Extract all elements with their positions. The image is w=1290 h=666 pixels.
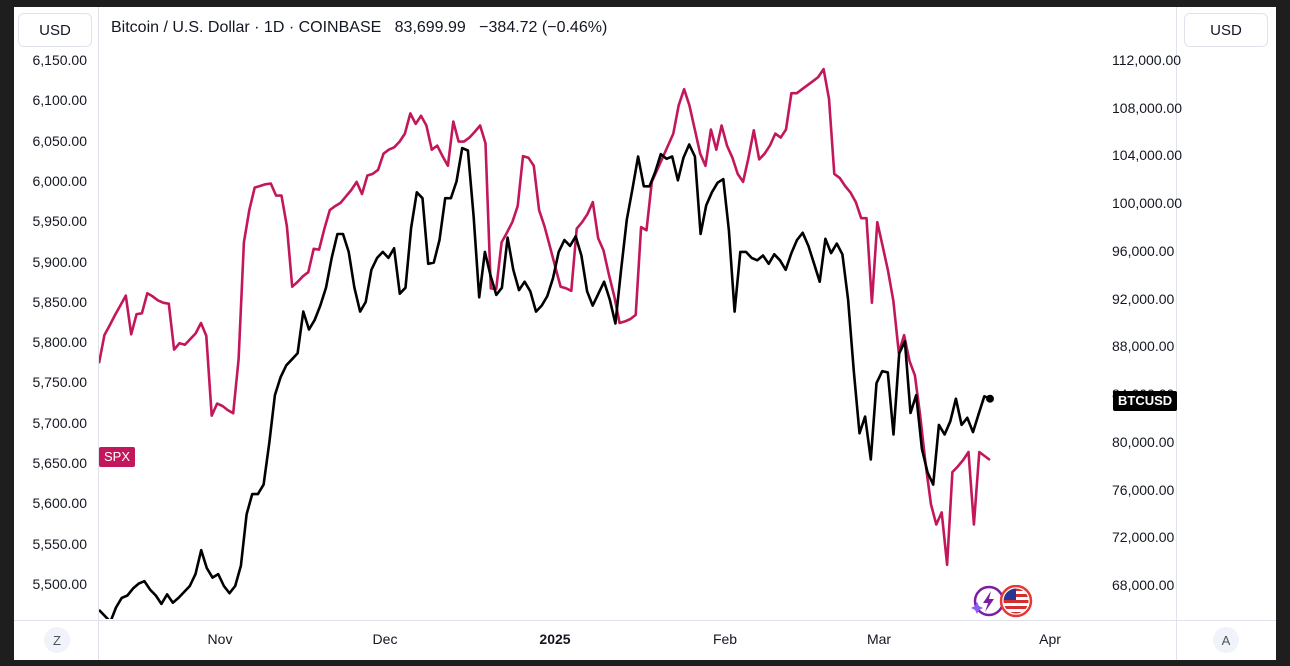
symbol-name: Bitcoin / U.S. Dollar · 1D · COINBASE: [111, 19, 382, 36]
right-axis-tick: 100,000.00: [1112, 195, 1183, 212]
left-axis-tick: 5,550.00: [32, 535, 88, 552]
time-axis-tick: Nov: [207, 631, 233, 647]
left-axis-tick: 5,600.00: [32, 495, 88, 512]
left-axis-tick: 5,800.00: [32, 334, 88, 351]
btcusd-price-label: BTCUSD: [1113, 391, 1178, 411]
left-currency-button[interactable]: USD: [18, 13, 92, 47]
indicator-badges[interactable]: [969, 585, 1039, 619]
spx-series-label: SPX: [99, 447, 136, 467]
chart-window: USD USD Bitcoin / U.S. Dollar · 1D · COI…: [14, 7, 1276, 660]
right-axis-tick: 80,000.00: [1112, 433, 1175, 450]
right-axis-tick: 104,000.00: [1112, 147, 1183, 164]
left-scale-z-button[interactable]: Z: [44, 627, 70, 653]
right-axis-tick: 112,000.00: [1112, 52, 1182, 68]
right-axis-tick: 88,000.00: [1112, 338, 1175, 355]
right-axis-tick: 76,000.00: [1112, 481, 1175, 498]
sparkle-lightning-icon[interactable]: [971, 585, 1005, 617]
left-axis-tick: 5,950.00: [32, 213, 88, 230]
time-axis-separator: [14, 620, 1276, 621]
left-axis-tick: 5,850.00: [32, 293, 88, 310]
right-currency-button[interactable]: USD: [1184, 13, 1268, 47]
price-change: −384.72 (−0.46%): [479, 19, 608, 36]
last-price: 83,699.99: [394, 19, 466, 36]
time-axis-tick: Dec: [372, 631, 398, 647]
left-axis-tick: 6,100.00: [32, 92, 88, 109]
left-axis-tick: 5,700.00: [32, 414, 88, 431]
right-axis-tick: 108,000.00: [1112, 99, 1183, 116]
left-axis-tick: 6,050.00: [32, 132, 88, 149]
left-axis-tick: 6,150.00: [32, 52, 88, 68]
time-axis-tick: Mar: [866, 631, 892, 647]
time-axis-tick: 2025: [539, 631, 571, 647]
spx-line[interactable]: [99, 67, 991, 567]
right-axis-tick: 96,000.00: [1112, 242, 1175, 259]
left-axis-tick: 5,500.00: [32, 576, 88, 592]
right-axis-tick: 72,000.00: [1112, 529, 1175, 546]
auto-scale-button[interactable]: A: [1213, 627, 1239, 653]
left-axis-tick: 5,900.00: [32, 253, 88, 270]
left-axis-tick: 5,750.00: [32, 374, 88, 391]
left-axis-tick: 6,000.00: [32, 172, 88, 189]
symbol-title: Bitcoin / U.S. Dollar · 1D · COINBASE 83…: [111, 19, 607, 37]
left-axis-separator: [98, 7, 99, 660]
right-axis-tick: 68,000.00: [1112, 577, 1175, 593]
right-axis-tick: 92,000.00: [1112, 290, 1175, 307]
time-axis-tick: Apr: [1039, 631, 1061, 647]
btcusd-last-point[interactable]: [986, 394, 994, 403]
price-plot[interactable]: [14, 7, 1276, 660]
right-axis-separator: [1176, 7, 1177, 660]
left-axis-tick: 5,650.00: [32, 455, 88, 472]
time-axis-tick: Feb: [712, 631, 738, 647]
btcusd-line[interactable]: [99, 143, 991, 622]
us-flag-icon[interactable]: [999, 585, 1033, 618]
